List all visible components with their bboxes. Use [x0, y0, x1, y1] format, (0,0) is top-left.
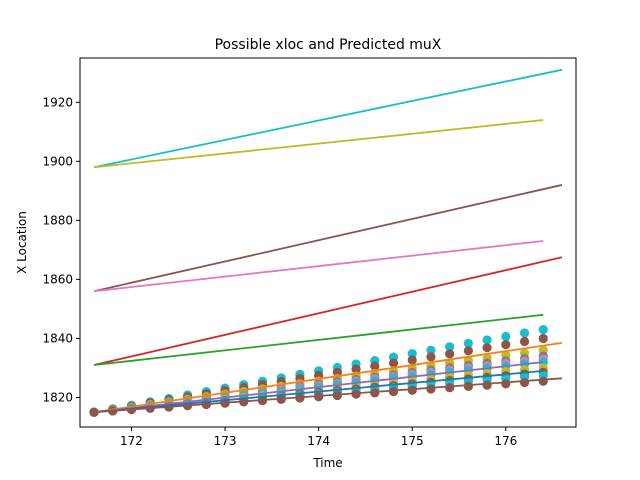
y-tick-label: 1900 — [42, 154, 73, 168]
scatter-point — [501, 379, 511, 389]
y-axis-label: X Location — [15, 211, 29, 274]
plot-area — [89, 68, 563, 417]
scatter-point — [426, 352, 436, 362]
scatter-point — [482, 343, 492, 353]
scatter-point — [538, 324, 548, 335]
x-axis: 172 173 174 175 176 — [120, 427, 517, 448]
scatter-point — [519, 328, 530, 338]
scatter-point — [519, 377, 530, 388]
scatter-point — [426, 384, 436, 394]
scatter-point — [388, 358, 399, 368]
scatter-point — [407, 385, 417, 395]
scatter-point — [482, 380, 492, 390]
scatter-point — [407, 355, 417, 365]
series-line — [93, 240, 544, 293]
series-line — [93, 119, 544, 169]
series-line — [93, 68, 563, 169]
y-tick-label: 1880 — [42, 213, 73, 227]
scatter-point — [463, 381, 473, 392]
x-tick-label: 173 — [214, 434, 237, 448]
scatter-point — [445, 342, 455, 352]
scatter-point — [370, 388, 380, 398]
series-line — [93, 341, 563, 414]
x-tick-label: 174 — [307, 434, 330, 448]
series-line — [93, 361, 544, 414]
x-tick-label: 172 — [120, 434, 143, 448]
scatter-point — [445, 349, 455, 359]
scatter-point — [519, 336, 530, 347]
scatter-point — [351, 364, 361, 374]
scatter-point — [426, 345, 436, 355]
scatter-point — [538, 333, 548, 344]
scatter-point — [501, 339, 511, 350]
plot-frame — [79, 57, 577, 428]
x-tick-label: 176 — [494, 434, 517, 448]
y-axis: 1820 1840 1860 1880 1900 1920 — [42, 95, 80, 404]
series-line — [93, 313, 544, 366]
scatter-point — [332, 367, 342, 377]
scatter-point — [463, 338, 473, 348]
scatter-point — [501, 331, 511, 342]
y-tick-label: 1860 — [42, 272, 73, 286]
y-tick-label: 1820 — [42, 390, 73, 404]
scatter-point — [351, 389, 361, 399]
scatter-point — [370, 361, 380, 371]
x-tick-label: 175 — [401, 434, 424, 448]
scatter-point — [482, 335, 492, 345]
series-line — [93, 377, 563, 414]
scatter-point — [388, 386, 399, 397]
series-line — [93, 256, 563, 366]
chart-title: Possible xloc and Predicted muX — [215, 37, 442, 53]
x-axis-label: Time — [312, 456, 342, 470]
scatter-point — [463, 346, 473, 356]
scatter-point — [538, 376, 548, 386]
series-line — [93, 370, 544, 414]
y-tick-label: 1840 — [42, 331, 73, 345]
y-tick-label: 1920 — [42, 95, 73, 109]
series-line — [93, 184, 563, 293]
scatter-point — [445, 383, 455, 393]
